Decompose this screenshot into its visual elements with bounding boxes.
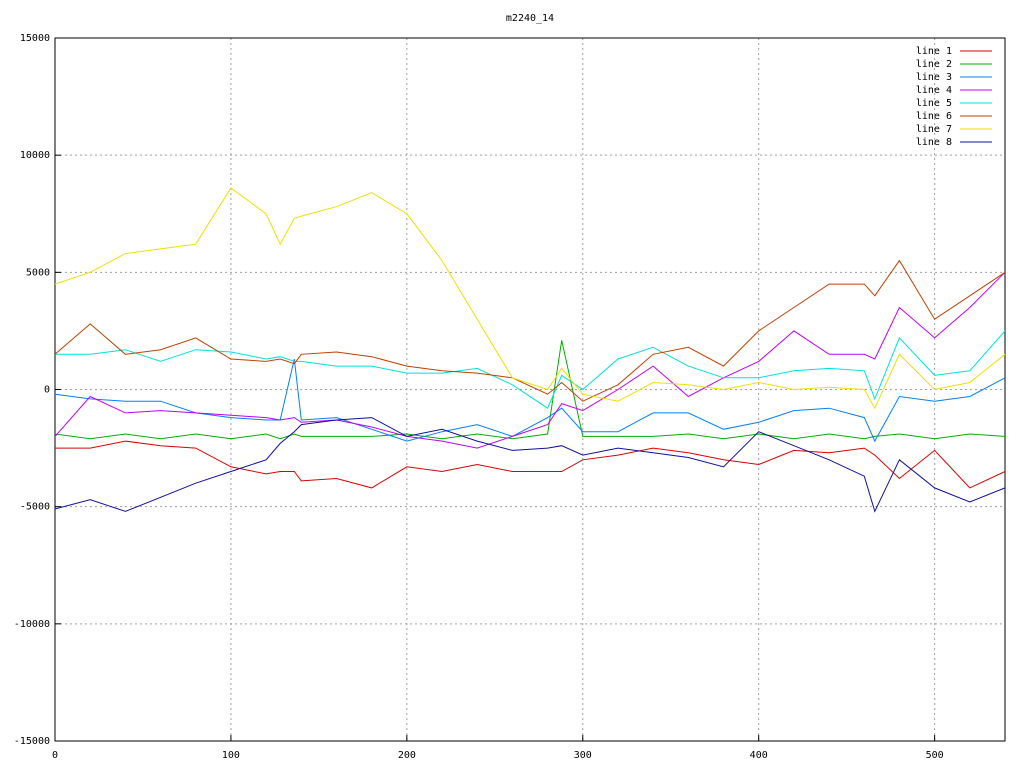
- legend-label: line 1: [916, 46, 952, 57]
- x-tick-label: 400: [750, 750, 768, 761]
- series-line: [54, 187, 1006, 410]
- y-tick-label: 15000: [20, 33, 50, 44]
- y-tick-label: 5000: [26, 267, 50, 278]
- series-line: [55, 440, 1006, 489]
- x-tick-label: 0: [52, 750, 58, 761]
- y-tick-label: -15000: [14, 736, 50, 747]
- y-tick-label: 10000: [20, 150, 50, 161]
- y-tick-label: -5000: [20, 502, 50, 513]
- legend-label: line 7: [916, 124, 952, 135]
- x-tick-label: 200: [398, 750, 416, 761]
- series-line: [55, 330, 1006, 409]
- legend-label: line 2: [916, 59, 952, 70]
- series-line: [54, 417, 1006, 513]
- series-line: [54, 271, 1006, 449]
- series-line: [54, 340, 1006, 440]
- legend-label: line 3: [916, 72, 952, 83]
- chart-title: m2240_14: [506, 13, 554, 24]
- plot-frame: [54, 37, 1006, 742]
- legend-label: line 4: [916, 85, 952, 96]
- x-tick-label: 500: [926, 750, 944, 761]
- legend-label: line 5: [916, 98, 952, 109]
- legend-label: line 6: [916, 111, 952, 122]
- series-line: [54, 259, 1006, 402]
- legend-label: line 8: [916, 137, 952, 148]
- x-tick-label: 100: [222, 750, 240, 761]
- x-tick-label: 300: [574, 750, 592, 761]
- series-line: [54, 358, 1006, 443]
- y-tick-label: 0: [44, 385, 50, 396]
- y-tick-label: -10000: [14, 619, 50, 630]
